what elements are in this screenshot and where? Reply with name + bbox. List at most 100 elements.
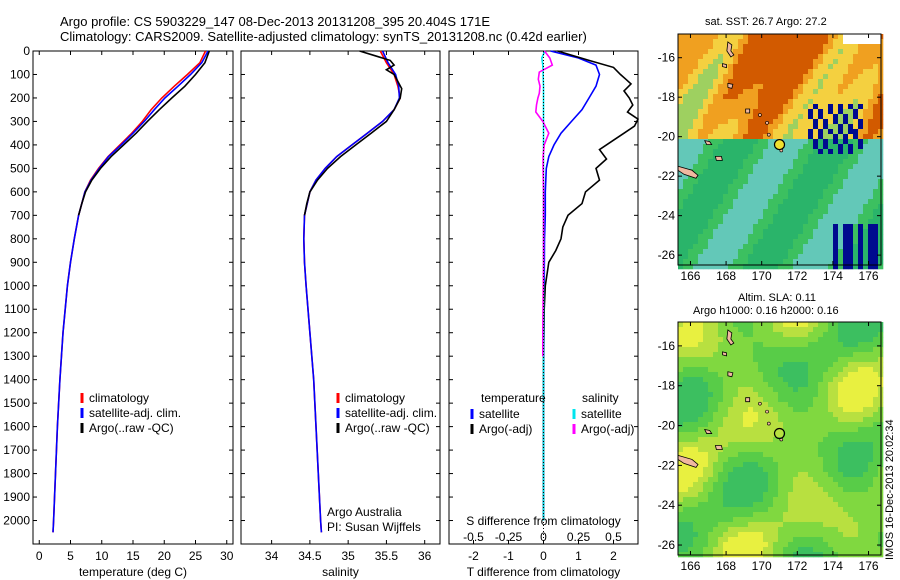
map-cell: [788, 537, 794, 543]
map-cell: [723, 347, 729, 353]
map-cell: [698, 412, 704, 418]
map-cell: [833, 517, 839, 523]
map-cell: [868, 422, 874, 428]
map-cell: [863, 392, 869, 398]
map-cell: [848, 189, 854, 195]
map-cell: [753, 64, 759, 70]
map-cell: [863, 69, 869, 75]
map-cell: [848, 547, 854, 553]
map-cell: [698, 482, 704, 488]
map-cell: [728, 104, 734, 110]
map-cell: [813, 149, 819, 155]
map-cell: [683, 189, 689, 195]
map-cell: [868, 447, 874, 453]
map-cell: [768, 332, 774, 338]
map-cell: [728, 99, 734, 105]
map-cell: [813, 412, 819, 418]
map-cell: [743, 174, 749, 180]
y-tick-label: -16: [658, 51, 676, 65]
map-cell: [863, 402, 869, 408]
map-cell: [678, 467, 684, 473]
y-tick-label: 200: [10, 91, 30, 105]
map-cell: [763, 427, 769, 433]
map-cell: [843, 492, 849, 498]
map-cell: [763, 487, 769, 493]
map-cell: [793, 119, 799, 125]
map-cell: [728, 69, 734, 75]
map-cell: [778, 347, 784, 353]
map-cell: [728, 377, 734, 383]
map-cell: [768, 39, 774, 45]
map-cell: [713, 532, 719, 538]
map-cell: [818, 244, 824, 250]
map-cell: [808, 99, 814, 105]
map-cell: [843, 244, 849, 250]
map-cell: [758, 522, 764, 528]
map-cell: [833, 144, 839, 150]
map-cell: [768, 229, 774, 235]
map-cell: [778, 387, 784, 393]
map-cell: [798, 462, 804, 468]
map-cell: [768, 537, 774, 543]
map-cell: [748, 129, 754, 135]
map-cell: [828, 507, 834, 513]
map-cell: [723, 337, 729, 343]
map-cell: [853, 357, 859, 363]
map-cell: [848, 239, 854, 245]
map-cell: [723, 84, 729, 90]
map-cell: [743, 184, 749, 190]
map-cell: [683, 432, 689, 438]
map-cell: [863, 397, 869, 403]
map-cell: [718, 224, 724, 230]
map-cell: [813, 387, 819, 393]
map-cell: [863, 159, 869, 165]
map-cell: [833, 447, 839, 453]
map-cell: [833, 532, 839, 538]
map-cell: [828, 174, 834, 180]
map-cell: [808, 437, 814, 443]
map-cell: [763, 149, 769, 155]
map-cell: [778, 502, 784, 508]
map-cell: [758, 472, 764, 478]
map-cell: [798, 382, 804, 388]
map-cell: [828, 34, 834, 40]
map-cell: [823, 322, 829, 328]
map-cell: [678, 372, 684, 378]
map-cell: [858, 347, 864, 353]
map-cell: [738, 337, 744, 343]
map-cell: [873, 199, 879, 205]
map-cell: [718, 527, 724, 533]
map-cell: [678, 144, 684, 150]
map-cell: [703, 249, 709, 255]
x-tick-label: 5: [67, 549, 74, 563]
map-cell: [708, 337, 714, 343]
map-cell: [793, 362, 799, 368]
map-cell: [738, 154, 744, 160]
map-cell: [843, 169, 849, 175]
map-cell: [873, 482, 879, 488]
map-cell: [838, 387, 844, 393]
map-cell: [693, 209, 699, 215]
map-cell: [813, 229, 819, 235]
map-cell: [778, 124, 784, 130]
map-cell: [853, 59, 859, 65]
map-cell: [743, 322, 749, 328]
map-cell: [733, 462, 739, 468]
map-cell: [838, 537, 844, 543]
map-cell: [798, 327, 804, 333]
plot-frame: [32, 50, 234, 545]
map-cell: [738, 387, 744, 393]
map-cell: [688, 129, 694, 135]
map-cell: [808, 467, 814, 473]
map-cell: [848, 427, 854, 433]
map-cell: [688, 54, 694, 60]
map-cell: [848, 124, 854, 130]
map-cell: [758, 477, 764, 483]
map-cell: [678, 462, 684, 468]
map-cell: [753, 472, 759, 478]
map-cell: [678, 79, 684, 85]
map-cell: [808, 387, 814, 393]
map-cell: [798, 144, 804, 150]
map-cell: [693, 422, 699, 428]
map-cell: [873, 432, 879, 438]
